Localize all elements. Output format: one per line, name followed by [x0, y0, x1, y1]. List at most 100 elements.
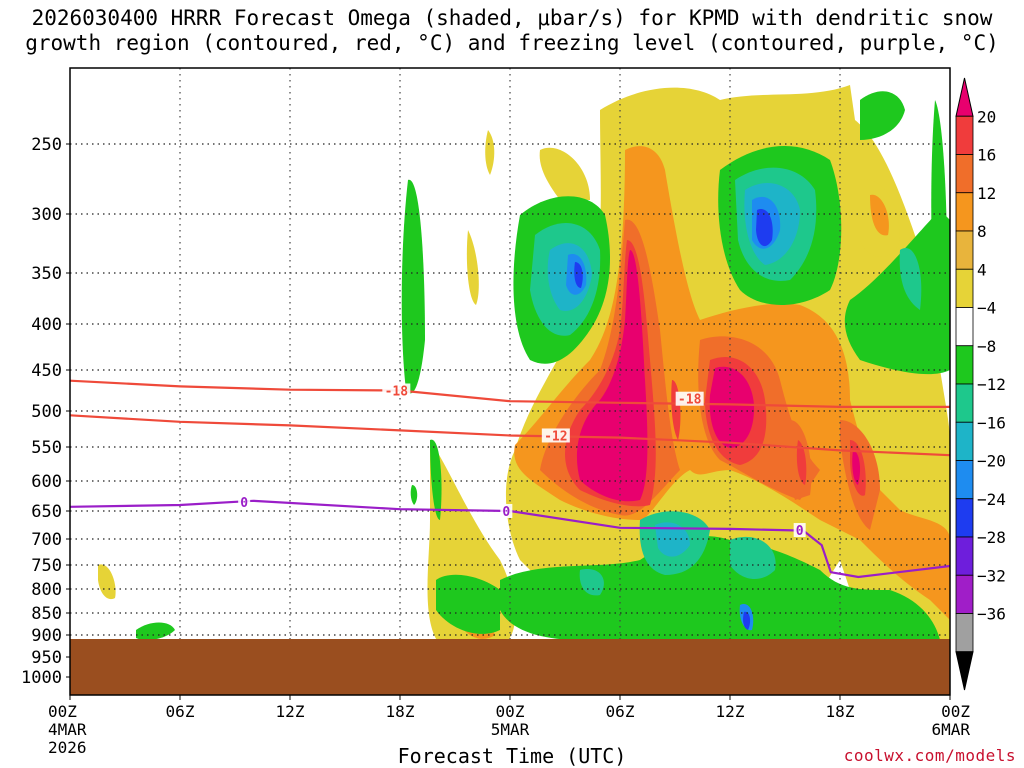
x-tick-sublabel: 5MAR	[491, 720, 530, 739]
x-tick-label: 18Z	[826, 702, 855, 721]
contour-label: -18	[678, 393, 702, 408]
omega-region-green-10	[136, 622, 175, 640]
x-tick-label: 00Z	[941, 702, 970, 721]
y-tick-label: 350	[31, 264, 62, 284]
contour-label-bg	[238, 495, 251, 509]
omega-region-magenta-3	[852, 450, 861, 485]
omega-region-yellow-7	[485, 130, 495, 175]
contour-label: -12	[544, 429, 567, 444]
omega-region-teal-6	[899, 248, 922, 310]
x-axis-label: Forecast Time (UTC)	[397, 744, 627, 768]
x-tick-label: 18Z	[386, 702, 415, 721]
colorbar-label: 20	[977, 107, 996, 126]
omega-region-green	[401, 179, 425, 394]
contour-label: -18	[385, 385, 409, 400]
colorbar-swatch	[955, 383, 974, 423]
colorbar-swatch	[955, 498, 974, 538]
colorbar-swatch	[955, 613, 974, 653]
omega-region-darkblue-2	[574, 262, 583, 288]
contour-label: 0	[240, 496, 248, 511]
colorbar-swatch	[955, 307, 974, 347]
colorbar-swatch	[955, 574, 974, 614]
omega-region-green-4	[860, 91, 905, 140]
colorbar-cap-bottom	[955, 651, 974, 691]
contour-labels: -18 -18 -12 0 0 0	[238, 383, 806, 539]
x-tick-label: 12Z	[276, 702, 305, 721]
omega-region-yellow-5	[466, 230, 479, 305]
y-tick-label: 700	[31, 530, 62, 550]
colorbar-swatch	[955, 154, 974, 194]
omega-region-cyan-3	[655, 522, 690, 557]
chart-title-line-1: 2026030400 HRRR Forecast Omega (shaded, …	[31, 6, 993, 30]
omega-region-yellow-4	[98, 564, 116, 600]
contour-label: 0	[502, 505, 510, 520]
contour-label-bg	[500, 504, 513, 518]
omega-region-magenta-2	[709, 366, 755, 448]
credit-text: coolwx.com/models	[843, 746, 1016, 765]
y-tick-label: 500	[31, 402, 62, 422]
colorbar-label: −32	[977, 566, 1006, 585]
colorbar-label: −8	[977, 337, 996, 356]
y-tick-label: 300	[31, 205, 62, 225]
omega-region-green-11	[410, 485, 418, 505]
omega-region-green-8	[500, 536, 940, 640]
omega-region-red-4	[796, 440, 807, 485]
x-tick-label: 00Z	[496, 702, 525, 721]
colorbar-label: −12	[977, 375, 1006, 394]
colorbar-label: −24	[977, 490, 1006, 509]
colorbar-swatch	[955, 460, 974, 500]
y-tick-label: 450	[31, 361, 62, 381]
colorbar-label: 8	[977, 222, 987, 241]
colorbar-label: −4	[977, 299, 996, 318]
y-tick-label: 800	[31, 580, 62, 600]
omega-region-yellow-6	[539, 147, 590, 200]
contour-label-bg	[793, 523, 806, 538]
y-tick-label: 550	[31, 438, 62, 458]
colorbar-swatch	[955, 421, 974, 461]
x-tick-label: 00Z	[48, 702, 77, 721]
contour-label: 0	[796, 524, 804, 539]
colorbar-swatch	[955, 230, 974, 270]
y-tick-label: 1000	[21, 668, 62, 688]
contour-label-bg	[541, 428, 570, 443]
colorbar-label: −20	[977, 452, 1006, 471]
omega-region-teal-5	[579, 569, 604, 596]
y-tick-label: 250	[31, 135, 62, 155]
contour-line-minus12	[69, 414, 951, 457]
contour-label-bg	[675, 391, 704, 406]
colorbar: 20 16 12 8 4 −4 −8 −12 −16 −20 −24 −28 −32 −36	[955, 77, 1006, 691]
omega-region-darkblue	[756, 209, 773, 247]
omega-region-orange-3	[870, 194, 889, 236]
omega-region-green-6	[931, 100, 947, 330]
colorbar-swatch	[955, 192, 974, 232]
colorbar-label: −16	[977, 413, 1006, 432]
omega-region-green-7	[430, 439, 442, 520]
x-tick-label: 06Z	[606, 702, 635, 721]
omega-region-green-9	[436, 574, 500, 634]
x-tick-label: 06Z	[166, 702, 195, 721]
y-tick-label: 600	[31, 472, 62, 492]
colorbar-label: −36	[977, 605, 1006, 624]
y-tick-label: 650	[31, 502, 62, 522]
colorbar-label: 4	[977, 260, 987, 279]
omega-region-teal-4	[730, 536, 776, 580]
y-tick-label: 400	[31, 315, 62, 335]
ground-surface	[70, 639, 950, 695]
y-tick-label: 850	[31, 604, 62, 624]
x-tick-label: 12Z	[716, 702, 745, 721]
omega-region-green-5	[844, 210, 950, 375]
omega-shading	[98, 85, 950, 645]
colorbar-swatch	[955, 115, 974, 155]
contour-label-bg	[382, 383, 411, 398]
colorbar-swatch	[955, 345, 974, 385]
contour-line-minus18	[69, 379, 950, 408]
colorbar-swatch	[955, 536, 974, 576]
colorbar-cap-top	[955, 77, 974, 117]
y-axis: 2503003504004505005506006507007508008509…	[21, 135, 70, 688]
x-tick-sublabel: 4MAR	[48, 720, 87, 739]
colorbar-label: 12	[977, 184, 996, 203]
colorbar-swatch	[955, 268, 974, 308]
x-tick-sublabel: 2026	[48, 738, 87, 757]
